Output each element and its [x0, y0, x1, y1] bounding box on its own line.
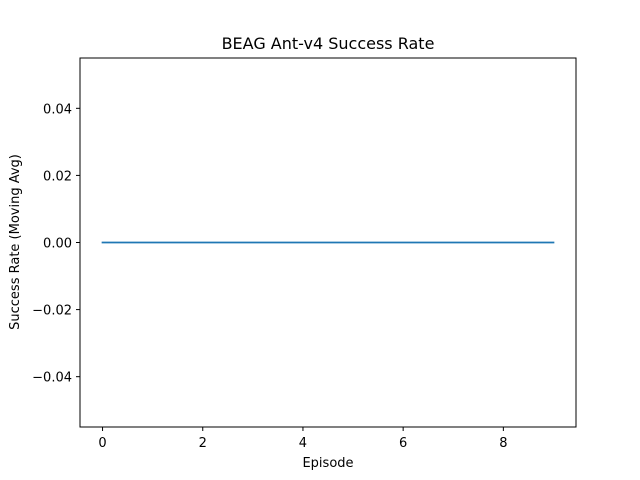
y-tick-label: 0.04 — [43, 102, 72, 117]
x-axis-label: Episode — [302, 456, 353, 471]
y-tick-label: 0.00 — [43, 237, 72, 252]
x-axis: 0 2 4 6 8 — [98, 427, 507, 451]
chart-title: BEAG Ant-v4 Success Rate — [222, 34, 435, 53]
y-axis: −0.04 −0.02 0.00 0.02 0.04 — [32, 102, 80, 386]
y-tick-label: −0.02 — [32, 304, 72, 319]
x-tick-label: 4 — [299, 436, 307, 451]
x-tick-label: 8 — [499, 436, 507, 451]
x-tick-label: 6 — [399, 436, 407, 451]
y-tick-label: −0.04 — [32, 371, 72, 386]
x-tick-label: 0 — [98, 436, 106, 451]
y-axis-label: Success Rate (Moving Avg) — [8, 154, 23, 330]
y-tick-label: 0.02 — [43, 169, 72, 184]
x-tick-label: 2 — [199, 436, 207, 451]
